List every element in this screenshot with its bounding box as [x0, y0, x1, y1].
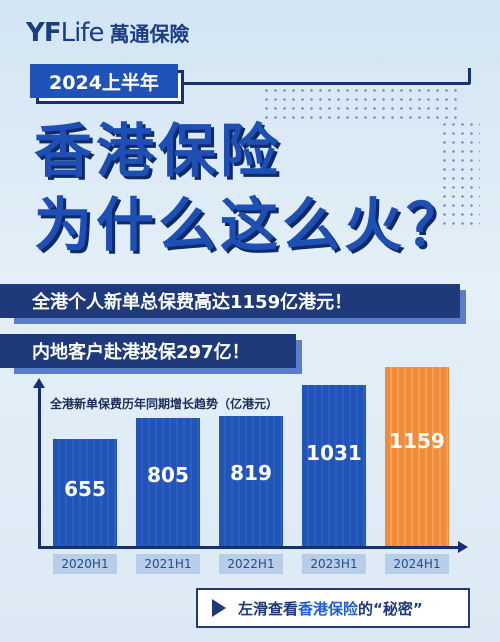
swipe-hint-button[interactable]: 左滑查看香港保险的“秘密” [196, 588, 470, 628]
brand-yf: YF [26, 18, 62, 48]
bar-2022H1: 819 [219, 415, 283, 546]
stat-banner-premium: 全港个人新单总保费高达1159亿港元！ [0, 284, 460, 318]
swipe-hint-prefix: 左滑查看 [238, 599, 299, 618]
swipe-hint-text: 左滑查看香港保险的“秘密” [238, 598, 423, 619]
category-label: 2020H1 [53, 554, 117, 574]
headline-line1: 香港保险 [34, 117, 283, 185]
bar-2020H1: 655 [53, 439, 117, 546]
chart-y-axis [38, 386, 41, 548]
dot-pattern-top [262, 86, 462, 122]
chart-x-axis [38, 546, 460, 549]
divider-line [468, 68, 471, 84]
category-label: 2024H1 [385, 554, 449, 574]
bar-2023H1: 1031 [302, 385, 366, 546]
brand-life: Life [60, 18, 105, 48]
swipe-hint-highlight: 香港保险 [298, 599, 359, 618]
chart-y-arrow [33, 378, 45, 388]
bar-value-label: 1031 [306, 441, 362, 466]
headline-line2: 为什么这么火？ [34, 191, 469, 259]
bar-2024H1: 1159 [385, 366, 449, 546]
play-icon [212, 599, 226, 617]
category-label: 2023H1 [302, 554, 366, 574]
divider-line [184, 82, 470, 85]
category-label: 2021H1 [136, 554, 200, 574]
bar-value-label: 655 [64, 476, 106, 501]
year-label: 2024上半年 [30, 64, 178, 98]
chart-x-arrow [458, 541, 468, 553]
stat-banner-mainland: 内地客户赴港投保297亿！ [0, 334, 296, 368]
chart-title: 全港新单保费历年同期增长趋势（亿港元） [50, 397, 279, 411]
bar-value-label: 1159 [389, 429, 445, 454]
category-label: 2022H1 [219, 554, 283, 574]
brand-chinese: 萬通保險 [109, 22, 190, 46]
dot-pattern-right [440, 120, 480, 230]
bar-value-label: 819 [230, 461, 272, 486]
swipe-hint-suffix: 的“秘密” [358, 599, 423, 618]
bar-value-label: 805 [147, 462, 189, 487]
brand-logo: YF Life 萬通保險 [26, 18, 189, 48]
bar-2021H1: 805 [136, 417, 200, 546]
